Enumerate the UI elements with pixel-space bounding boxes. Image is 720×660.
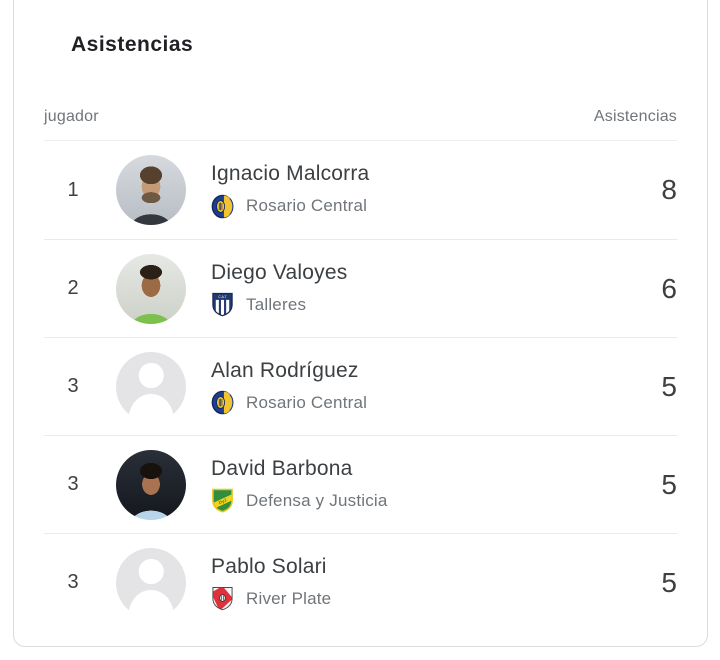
player-photo [116,449,186,520]
assists-value: 5 [661,566,677,598]
player-info: David Barbona Defensa y Justicia [211,456,635,514]
defensa-y-justicia-crest-icon [211,488,234,513]
assists-value: 5 [661,370,677,402]
rank-value: 2 [67,277,79,299]
assists-value: 8 [661,174,677,205]
rosario-central-crest-icon [211,194,234,219]
club-name: Rosario Central [246,392,368,412]
column-header-assists: Asistencias [593,108,677,125]
club-line: Defensa y Justicia [211,488,635,514]
table-row[interactable]: 2 Diego Valoyes Talleres 6 [44,239,677,337]
card-title: Asistencias [71,33,194,56]
rosario-central-crest-icon [211,390,234,415]
club-line: Talleres [211,292,635,318]
club-name: River Plate [246,588,332,608]
rank-value: 3 [67,571,79,593]
table-row[interactable]: 1 Ignacio Malcorra Rosario Central 8 [44,141,677,239]
table-row[interactable]: 3 David Barbona Defensa y Justicia 5 [44,435,677,533]
rank-value: 3 [67,473,79,495]
player-info: Pablo Solari River Plate [211,554,635,612]
club-name: Rosario Central [246,196,368,215]
player-photo [116,253,186,324]
assists-leaderboard-card: Asistencias jugador Asistencias 1 Ignaci… [13,0,708,647]
club-line: Rosario Central [211,193,635,219]
river-plate-crest-icon [211,586,234,611]
club-line: Rosario Central [211,390,635,416]
player-info: Alan Rodríguez Rosario Central [211,358,635,416]
player-name: Diego Valoyes [211,260,348,284]
avatar-placeholder-icon [116,351,186,422]
rank-value: 3 [67,375,79,397]
player-table-body: 1 Ignacio Malcorra Rosario Central 8 2 D… [44,141,677,631]
avatar-placeholder-icon [116,547,186,618]
player-name: David Barbona [211,456,353,480]
rank-value: 1 [67,178,79,201]
player-photo [116,155,186,225]
player-name: Ignacio Malcorra [211,162,370,185]
club-line: River Plate [211,586,635,612]
assists-value: 6 [661,272,677,304]
assists-value: 5 [661,468,677,500]
player-info: Diego Valoyes Talleres [211,260,635,318]
player-info: Ignacio Malcorra Rosario Central [211,161,635,219]
player-name: Alan Rodríguez [211,358,359,382]
table-header: jugador Asistencias [44,108,677,141]
talleres-crest-icon [211,292,234,317]
column-header-player: jugador [44,108,99,125]
player-name: Pablo Solari [211,554,327,578]
club-name: Defensa y Justicia [246,490,388,510]
table-row[interactable]: 3 Alan Rodríguez Rosario Central 5 [44,337,677,435]
table-row[interactable]: 3 Pablo Solari River Plate 5 [44,533,677,631]
club-name: Talleres [246,294,307,314]
